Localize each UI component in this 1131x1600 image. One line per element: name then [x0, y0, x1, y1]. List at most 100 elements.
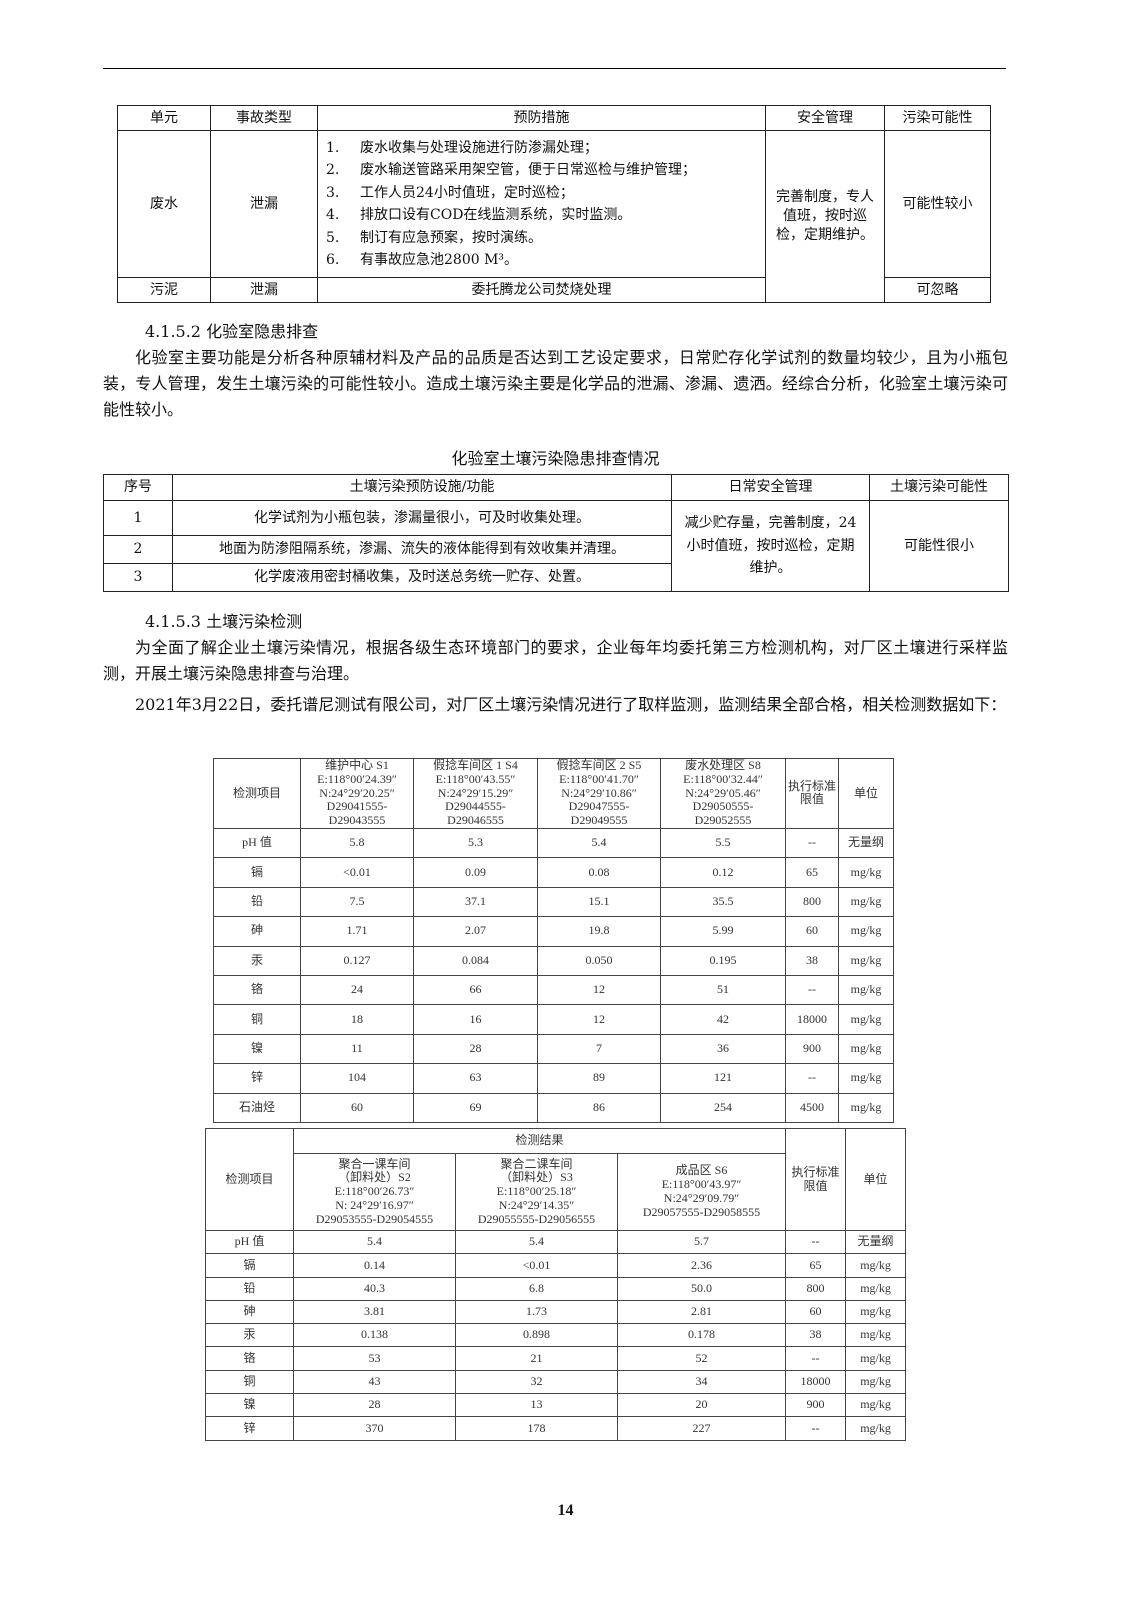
- management-cell: 完善制度，专人值班，按时巡检，定期维护。: [765, 130, 885, 303]
- item-cell: 镉: [205, 1253, 294, 1278]
- value-cell: 65: [785, 857, 839, 888]
- value-cell: --: [785, 974, 839, 1006]
- value-cell: mg/kg: [838, 1033, 894, 1065]
- table-caption: 化验室土壤污染隐患排查情况: [451, 449, 660, 468]
- measures-cell: 1. 废水收集与处理设施进行防渗漏处理； 2. 废水输送管路采用架空管，便于日常巡检与…: [317, 130, 766, 278]
- page-number: 14: [557, 1502, 574, 1519]
- value-cell: 4500: [785, 1092, 839, 1123]
- table-row: 污泥 泄漏 委托腾龙公司焚烧处理 可忽略: [117, 277, 991, 303]
- value-cell: 0.127: [300, 945, 414, 976]
- measure-item: 6. 有事故应急池2800 M³。: [326, 249, 757, 272]
- value-cell: mg/kg: [845, 1369, 907, 1395]
- value-cell: 800: [785, 1276, 847, 1301]
- table-row: 锌 370 178 227 -- mg/kg: [205, 1416, 907, 1441]
- value-cell: 28: [413, 1033, 538, 1065]
- table-row: 铬 53 21 52 -- mg/kg: [205, 1346, 907, 1371]
- value-cell: 18000: [785, 1004, 839, 1035]
- col-header: 预防措施: [317, 105, 766, 131]
- table-row: 废水 泄漏 1. 废水收集与处理设施进行防渗漏处理； 2. 废水输送管路采用架空管，便…: [117, 130, 991, 303]
- value-cell: 12: [537, 1004, 661, 1035]
- value-cell: 20: [616, 1393, 787, 1418]
- col-header: 执行标准限值: [785, 758, 839, 829]
- value-cell: <0.01: [300, 857, 414, 888]
- table-row: 镍 11 28 7 36 900 mg/kg: [213, 1033, 894, 1065]
- table-row: 1 化学试剂为小瓶包装，渗漏量很小，可及时收集处理。 减少贮存量，完善制度，24…: [103, 500, 1009, 592]
- section-heading: 4.1.5.3 土壤污染检测: [145, 612, 303, 631]
- col-header: 假捻车间区 2 S5 E:118°00′41.70″ N:24°29′10.86…: [537, 758, 661, 829]
- table-row: 3 化学废液用密封桶收集，及时送总务统一贮存、处置。: [103, 563, 1009, 592]
- measure-number: 6.: [326, 252, 340, 268]
- risk-table: 单元 事故类型 预防措施 安全管理 污染可能性 废水 泄漏 1. 废水收集与处理设…: [117, 105, 991, 303]
- measure-cell: 委托腾龙公司焚烧处理: [317, 277, 766, 303]
- value-cell: 38: [785, 945, 839, 976]
- value-cell: 21: [455, 1346, 618, 1371]
- value-cell: 0.898: [455, 1323, 618, 1348]
- measure-item: 2. 废水输送管路采用架空管，便于日常巡检与维护管理；: [326, 159, 757, 182]
- table-row: 铅 40.3 6.8 50.0 800 mg/kg: [205, 1276, 907, 1301]
- header-row: 检测项目 维护中心 S1 E:118°00′24.39″ N:24°29′20.2…: [213, 758, 894, 829]
- header-row: 检测项目 检测结果 执行标准限值 单位: [205, 1128, 907, 1231]
- index-cell: 2: [103, 535, 173, 564]
- table-row: 镉 0.14 <0.01 2.36 65 mg/kg: [205, 1253, 907, 1278]
- value-cell: 0.178: [616, 1323, 787, 1348]
- col-header: 执行标准限值: [785, 1128, 847, 1231]
- soil-test-table-2: 检测项目 检测结果 执行标准限值 单位 聚合一课车间 （卸料处）S2 E:118°00′…: [205, 1128, 907, 1441]
- value-cell: 37.1: [413, 886, 538, 918]
- table-row: pH 值 5.8 5.3 5.4 5.5 -- 无量纲: [213, 827, 894, 859]
- value-cell: 900: [785, 1033, 839, 1065]
- item-cell: 砷: [205, 1299, 294, 1325]
- value-cell: 60: [300, 1092, 414, 1123]
- table-row: 镉 <0.01 0.09 0.08 0.12 65 mg/kg: [213, 857, 894, 888]
- table-row: 铬 24 66 12 51 -- mg/kg: [213, 974, 894, 1006]
- value-cell: 无量纲: [838, 827, 894, 859]
- value-cell: --: [785, 1063, 839, 1094]
- value-cell: 900: [785, 1393, 847, 1418]
- item-cell: 铬: [205, 1346, 294, 1371]
- value-cell: 66: [413, 974, 538, 1006]
- value-cell: mg/kg: [845, 1346, 907, 1371]
- item-cell: pH 值: [205, 1229, 294, 1255]
- value-cell: mg/kg: [838, 857, 894, 888]
- value-cell: 5.7: [616, 1229, 787, 1255]
- measure-item: 3. 工作人员24小时值班，定时巡检；: [326, 182, 757, 205]
- value-cell: 86: [537, 1092, 661, 1123]
- paragraph: 为全面了解企业土壤污染情况，根据各级生态环境部门的要求，企业每年均委托第三方检测…: [103, 638, 1008, 683]
- col-header: 序号: [103, 474, 173, 501]
- value-cell: 无量纲: [845, 1229, 907, 1255]
- col-header: 单位: [838, 758, 894, 829]
- value-cell: 52: [616, 1346, 787, 1371]
- value-cell: 24: [300, 974, 414, 1006]
- item-cell: 锌: [205, 1416, 294, 1441]
- value-cell: 1.73: [455, 1299, 618, 1325]
- item-cell: 锌: [213, 1063, 301, 1094]
- header-row: 单元 事故类型 预防措施 安全管理 污染可能性: [117, 105, 991, 131]
- value-cell: mg/kg: [845, 1323, 907, 1348]
- index-cell: 3: [103, 563, 173, 592]
- value-cell: mg/kg: [845, 1276, 907, 1301]
- value-cell: 104: [300, 1063, 414, 1094]
- value-cell: 7: [537, 1033, 661, 1065]
- table-row: 石油烃 60 69 86 254 4500 mg/kg: [213, 1092, 894, 1123]
- value-cell: mg/kg: [838, 1004, 894, 1035]
- value-cell: --: [785, 1346, 847, 1371]
- col-header: 日常安全管理: [671, 474, 870, 501]
- value-cell: mg/kg: [838, 916, 894, 947]
- value-cell: 36: [660, 1033, 786, 1065]
- value-cell: mg/kg: [838, 945, 894, 976]
- value-cell: mg/kg: [838, 1063, 894, 1094]
- value-cell: 5.99: [660, 916, 786, 947]
- value-cell: 32: [455, 1369, 618, 1395]
- col-header: 土壤污染可能性: [869, 474, 1009, 501]
- possibility-cell: 可忽略: [884, 277, 991, 303]
- value-cell: 0.09: [413, 857, 538, 888]
- value-cell: 38: [785, 1323, 847, 1348]
- paragraph: 化验室主要功能是分析各种原辅材料及产品的品质是否达到工艺设定要求，日常贮存化学试…: [103, 348, 1008, 419]
- measure-cell: 地面为防渗阻隔系统，渗漏、流失的液体能得到有效收集并清理。: [172, 535, 672, 564]
- header-row: 聚合一课车间 （卸料处）S2 E:118°00′26.73″ N: 24°29′…: [206, 1153, 906, 1231]
- value-cell: 5.3: [413, 827, 538, 859]
- measure-item: 5. 制订有应急预案，按时演练。: [326, 227, 757, 250]
- measure-number: 3.: [326, 184, 340, 201]
- value-cell: mg/kg: [845, 1416, 907, 1441]
- item-cell: 铬: [213, 974, 301, 1006]
- site-header: 成品区 S6 E:118°00′43.97″ N:24°29′09.79″ D2…: [616, 1153, 787, 1231]
